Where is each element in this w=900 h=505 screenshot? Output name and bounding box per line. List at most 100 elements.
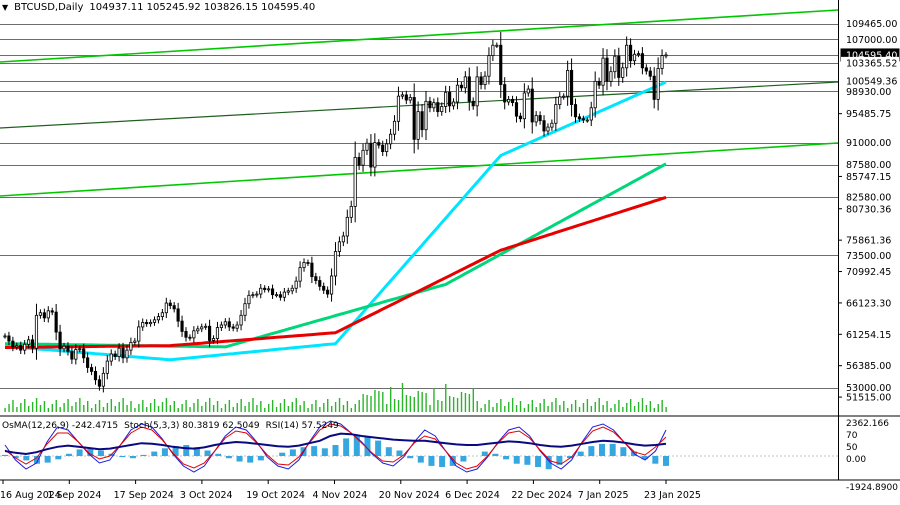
- osma-bar: [364, 436, 371, 456]
- price-level-label: 103365.52: [841, 56, 899, 69]
- candle: [145, 319, 149, 327]
- candle: [444, 85, 448, 114]
- volume-bar: [586, 399, 589, 412]
- candle-body: [66, 345, 70, 352]
- candle: [365, 138, 369, 155]
- volume-bar: [531, 400, 534, 412]
- x-tick-label: 17 Sep 2024: [114, 490, 174, 501]
- y-tick-label: 95485.75: [846, 109, 891, 120]
- volume-bar: [574, 400, 577, 412]
- volume-bar: [130, 401, 132, 412]
- candle-body: [613, 55, 617, 73]
- candle-body: [526, 88, 530, 94]
- candle: [152, 316, 157, 326]
- y-tick-label: 80730.36: [846, 204, 891, 215]
- candle: [534, 111, 538, 127]
- candle-body: [113, 353, 117, 357]
- volume-bar: [492, 407, 494, 412]
- volume-bar: [637, 402, 640, 412]
- volume-bar: [504, 406, 506, 412]
- level-label-box: [841, 85, 899, 98]
- candle: [82, 343, 86, 364]
- volume-bar: [315, 400, 317, 412]
- candles[interactable]: [3, 31, 668, 393]
- volume-bar: [370, 396, 372, 412]
- candle-body: [514, 102, 519, 117]
- osma-bar: [33, 456, 40, 464]
- candle-body: [392, 120, 397, 135]
- candle-body: [172, 305, 176, 310]
- candle-body: [227, 321, 231, 328]
- osma-bar: [524, 456, 531, 465]
- volume-bar: [421, 392, 423, 412]
- osma-bar: [503, 456, 510, 460]
- moving-average-line: [5, 195, 667, 349]
- candle-body: [46, 310, 50, 319]
- dropdown-triangle-icon[interactable]: ▼: [2, 3, 9, 12]
- volume-bar: [629, 399, 632, 412]
- candle-body: [286, 290, 290, 293]
- candle: [137, 320, 141, 348]
- y-tick-label: 85747.15: [846, 172, 891, 183]
- candle: [164, 297, 168, 319]
- candle: [117, 343, 121, 362]
- volume-bar: [452, 397, 455, 412]
- price-level-label: 107000.00: [841, 33, 899, 46]
- level-label-text: 73500.00: [846, 251, 891, 262]
- volume-bar: [653, 408, 655, 412]
- x-tick-label: 7 Jan 2025: [578, 490, 629, 501]
- osma-bar: [97, 450, 104, 456]
- candle-body: [270, 288, 275, 296]
- candle: [562, 93, 566, 100]
- osma-bar: [620, 447, 627, 456]
- candle: [353, 141, 357, 223]
- candle-body: [54, 311, 58, 333]
- volume-bar: [114, 406, 116, 412]
- candle-body: [333, 251, 338, 277]
- candle: [518, 112, 522, 123]
- y-tick-label: 75861.36: [846, 236, 891, 247]
- level-label-text: 53000.00: [846, 383, 891, 394]
- osma-bar: [65, 453, 72, 456]
- volume-bar: [515, 405, 518, 412]
- volume-bar: [551, 402, 553, 412]
- volume-bar: [8, 404, 10, 412]
- candle: [278, 291, 282, 301]
- candle: [286, 287, 290, 296]
- volume-bar: [268, 404, 270, 412]
- volume-bar: [20, 403, 22, 412]
- osma-bar: [567, 456, 574, 459]
- candle: [636, 50, 641, 58]
- osma-bar: [513, 456, 520, 464]
- volume-bar: [334, 402, 337, 412]
- volume-bar: [330, 406, 333, 412]
- volume-bar: [610, 408, 612, 412]
- volume-bar: [661, 400, 663, 412]
- candle-body: [444, 91, 448, 107]
- candle: [310, 256, 314, 284]
- osma-bar: [289, 449, 296, 456]
- level-label-text: 107000.00: [846, 35, 897, 46]
- candle-body: [440, 106, 444, 113]
- osma-bar: [492, 453, 499, 456]
- volume-bar: [437, 400, 439, 412]
- candle: [329, 268, 334, 302]
- candle: [38, 309, 42, 319]
- candle-body: [487, 55, 491, 77]
- candle: [227, 317, 231, 332]
- candle: [546, 123, 550, 135]
- price-level-label: 109465.00: [841, 17, 899, 30]
- osma-bar: [12, 456, 19, 459]
- indicator-tick-label: 70: [846, 431, 858, 441]
- candle-body: [318, 280, 322, 287]
- volume-bar: [641, 398, 644, 412]
- candle: [664, 52, 668, 59]
- volume-bar: [598, 398, 600, 412]
- volume-bar: [519, 401, 522, 412]
- candle: [109, 349, 113, 366]
- candle: [337, 236, 342, 257]
- volume-bar: [224, 404, 227, 412]
- osma-bar: [535, 456, 542, 467]
- candle: [188, 334, 192, 341]
